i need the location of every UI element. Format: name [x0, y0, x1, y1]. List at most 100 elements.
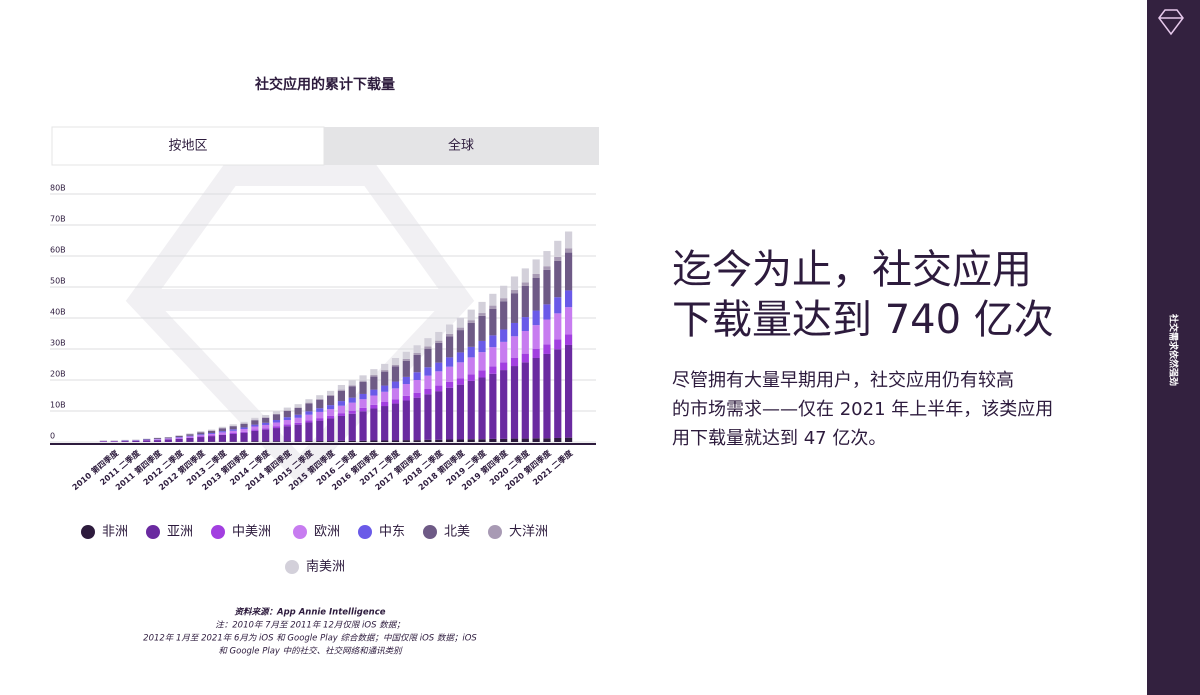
bar-segment: [510, 438, 519, 442]
bar-segment: [240, 423, 248, 428]
bar-segment: [521, 362, 529, 439]
bar-segment: [510, 276, 519, 290]
legend-swatch: [285, 560, 299, 574]
bar-segment: [532, 325, 540, 349]
bar-segment: [402, 351, 410, 359]
bar-segment: [564, 290, 573, 308]
legend-swatch: [146, 525, 160, 539]
y-tick-label: 70B: [50, 215, 66, 224]
legend-swatch: [293, 525, 307, 539]
bar-segment: [359, 380, 367, 382]
bar-segment: [294, 414, 302, 418]
legend-swatch: [488, 525, 502, 539]
sidebar: [1147, 0, 1200, 695]
legend-label: 南美洲: [306, 559, 345, 575]
bar-segment: [500, 370, 508, 439]
bar-segment: [186, 435, 194, 437]
legend-swatch: [423, 525, 437, 539]
bar-segment: [359, 375, 367, 381]
bar-segment: [305, 411, 313, 415]
bar-segment: [532, 357, 540, 439]
bar-segment: [240, 421, 248, 424]
tab-label[interactable]: 全球: [448, 138, 474, 154]
bar-segment: [456, 362, 465, 379]
bar-segment: [262, 417, 270, 423]
bar-segment: [391, 366, 400, 382]
bar-segment: [381, 363, 389, 371]
bar-segment: [272, 428, 281, 442]
bar-segment: [262, 424, 270, 429]
bar-segment: [478, 370, 486, 378]
bar-segment: [413, 353, 421, 355]
tab-label[interactable]: 按地区: [168, 139, 207, 154]
body-text: 的市场需求——仅在 2021 年上半年，该类应用: [672, 399, 1053, 420]
bar-segment: [391, 440, 400, 442]
bar-segment: [218, 426, 227, 429]
bar-segment: [326, 390, 335, 395]
bar-segment: [413, 397, 421, 441]
bar-segment: [316, 441, 324, 442]
bar-segment: [186, 436, 194, 438]
bar-segment: [424, 338, 432, 347]
bar-segment: [251, 420, 259, 425]
bar-segment: [262, 428, 270, 430]
bar-segment: [132, 440, 140, 442]
bar-segment: [337, 405, 346, 414]
bar-segment: [251, 429, 259, 431]
bar-segment: [424, 439, 432, 442]
bar-segment: [175, 438, 183, 442]
bar-segment: [510, 357, 519, 367]
bar-segment: [348, 413, 356, 441]
bar-segment: [467, 309, 475, 321]
bar-segment: [337, 390, 346, 402]
bar-segment: [218, 434, 227, 442]
bar-segment: [272, 422, 281, 427]
bar-segment: [251, 424, 259, 427]
bar-segment: [316, 408, 324, 412]
bar-segment: [402, 358, 410, 361]
bar-segment: [218, 431, 227, 433]
bar-segment: [251, 419, 259, 421]
bar-segment: [445, 387, 454, 440]
tab[interactable]: [51, 126, 325, 166]
bar-segment: [554, 240, 562, 257]
bar-segment: [478, 439, 486, 442]
sidebar-label: 社交需求依然强劲: [1168, 313, 1180, 386]
bar-segment: [424, 375, 432, 389]
bar-segment: [543, 344, 551, 354]
tab[interactable]: [324, 127, 599, 165]
bar-segment: [402, 360, 410, 377]
bar-segment: [197, 434, 205, 436]
bar-segment: [413, 392, 421, 398]
bar-segment: [543, 353, 551, 439]
bar-segment: [337, 415, 346, 441]
bar-segment: [521, 438, 529, 442]
bar-segment: [564, 437, 573, 442]
bar-segment: [554, 260, 562, 298]
y-tick-label: 30B: [50, 339, 66, 348]
bar-segment: [554, 339, 562, 350]
bar-segment: [510, 293, 519, 323]
y-tick-label: 10B: [50, 401, 66, 410]
bar-segment: [262, 441, 270, 442]
bar-segment: [283, 441, 291, 442]
bar-segment: [283, 411, 291, 418]
bar-segment: [489, 308, 497, 336]
body-text: 尽管拥有大量早期用户，社交应用仍有较高: [672, 370, 1014, 391]
bar-segment: [564, 248, 573, 253]
bar-segment: [283, 410, 291, 411]
bar-segment: [564, 231, 573, 249]
bar-segment: [478, 315, 486, 341]
bar-segment: [445, 336, 454, 358]
bar-segment: [294, 407, 302, 408]
bar-segment: [554, 313, 562, 340]
bar-segment: [510, 366, 519, 439]
bar-segment: [207, 436, 216, 442]
source-note: 和 Google Play 中的社交、社交网络和通讯类别: [218, 646, 403, 657]
bar-segment: [381, 370, 389, 372]
bar-segment: [153, 440, 162, 442]
y-tick-label: 0: [50, 432, 55, 441]
bar-segment: [326, 395, 335, 406]
bar-segment: [283, 426, 291, 442]
bar-segment: [467, 322, 475, 347]
